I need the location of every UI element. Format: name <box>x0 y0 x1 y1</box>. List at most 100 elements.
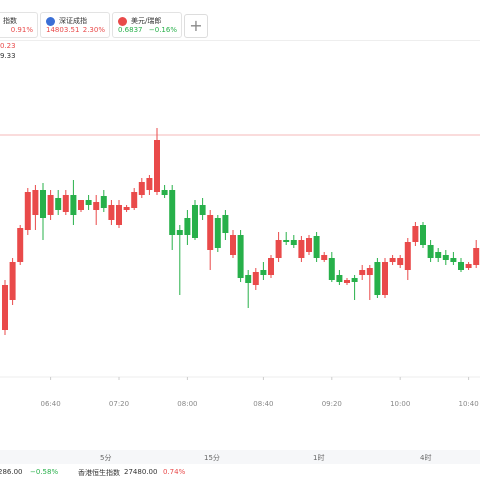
candle-body <box>214 218 221 248</box>
chart: 0.23 9.33 06:40 07:20 08:00 08:40 09:20 10:00… <box>0 42 480 408</box>
add-button[interactable]: + <box>184 14 208 38</box>
ticker-price: 286.00 <box>0 468 23 476</box>
period-bar: 5分 15分 1时 4时 <box>0 450 480 464</box>
period[interactable]: 4时 <box>420 454 432 462</box>
candle-body <box>336 275 343 282</box>
candle-body <box>93 202 100 210</box>
x-tick-label: 10:00 <box>390 400 410 408</box>
tab-name: 美元/瑞郎 <box>131 17 162 25</box>
tab-price: 14803.51 <box>46 26 80 34</box>
candle-body <box>275 240 282 258</box>
candle-body <box>382 262 388 295</box>
candle-body <box>260 270 267 275</box>
candle-body <box>199 205 206 215</box>
side-label: 0.23 <box>0 42 16 50</box>
candle-body <box>442 255 449 260</box>
candle-body <box>32 190 39 215</box>
candle-body <box>146 178 153 190</box>
candle-body <box>351 278 358 282</box>
side-label: 9.33 <box>0 52 16 60</box>
candle-body <box>313 236 320 258</box>
candle-body <box>435 252 442 258</box>
candle-body <box>176 230 183 235</box>
candle-body <box>427 245 434 258</box>
candle-body <box>252 272 259 285</box>
tab-change: 2.30% <box>82 26 105 34</box>
period[interactable]: 1时 <box>313 454 325 462</box>
tab-price: 0.6837 <box>118 26 143 34</box>
candle-body <box>473 248 480 265</box>
tab-icon <box>118 17 127 26</box>
candle-body <box>47 195 54 215</box>
candle-body <box>404 242 411 270</box>
candle-body <box>62 195 69 212</box>
ticker-change: −0.58% <box>30 468 59 476</box>
candle-body <box>123 207 130 210</box>
candle-body <box>268 258 274 275</box>
candle-body <box>237 235 244 278</box>
candle-body <box>458 262 464 270</box>
x-tick-label: 08:40 <box>253 400 273 408</box>
candle-body <box>374 262 381 295</box>
candle-body <box>116 205 122 225</box>
period[interactable]: 5分 <box>100 454 112 462</box>
tab-change: −0.16% <box>148 26 177 34</box>
candle-body <box>17 228 24 262</box>
candle-body <box>40 190 46 218</box>
candle-body <box>222 215 229 233</box>
ticker-price: 27480.00 <box>124 468 158 476</box>
candle-body <box>412 226 419 242</box>
bottom-bar: 5分 15分 1时 4时 286.00 −0.58% 香港恒生指数 27480.… <box>0 450 480 480</box>
candle-body <box>290 240 297 245</box>
candle-body <box>450 258 457 262</box>
candle-body <box>24 192 31 230</box>
candle-body <box>321 255 328 260</box>
candle-body <box>161 190 168 195</box>
x-tick-label: 06:40 <box>41 400 61 408</box>
candle-body <box>70 195 77 215</box>
tab-bar: 指数 0.91% 深证成指 14803.51 2.30% 美元/瑞郎 0.683… <box>0 0 480 41</box>
candle-body <box>230 235 236 255</box>
candle-body <box>366 268 373 275</box>
candle-body <box>138 182 145 195</box>
ticker: 286.00 −0.58% 香港恒生指数 27480.00 0.74% <box>0 466 480 480</box>
tab[interactable]: 指数 0.91% <box>0 12 38 38</box>
x-tick-label: 07:20 <box>109 400 129 408</box>
candle-body <box>397 258 404 265</box>
candle-body <box>184 218 191 235</box>
candle-body <box>154 140 160 192</box>
tab-name: 指数 <box>3 17 17 25</box>
candle-body <box>55 198 62 210</box>
tab-change: 0.91% <box>10 26 33 34</box>
candle-body <box>2 285 8 330</box>
candle-body <box>344 280 350 283</box>
period[interactable]: 15分 <box>204 454 220 462</box>
tab[interactable]: 美元/瑞郎 0.6837 −0.16% <box>112 12 182 38</box>
candle-body <box>78 200 84 210</box>
candle-body <box>245 275 252 283</box>
candle-body <box>283 240 290 242</box>
candle-body <box>207 215 214 250</box>
tab[interactable]: 深证成指 14803.51 2.30% <box>40 12 110 38</box>
tab-name: 深证成指 <box>59 17 87 25</box>
candle-body <box>169 190 176 235</box>
x-tick-label: 08:00 <box>177 400 197 408</box>
candle-body <box>328 258 335 280</box>
candle-body <box>192 205 198 238</box>
candle-body <box>100 196 107 208</box>
tab-icon <box>46 17 55 26</box>
candle-body <box>420 225 426 245</box>
candle-body <box>85 200 92 205</box>
ticker-change: 0.74% <box>163 468 186 476</box>
candle-body <box>389 258 396 262</box>
candle-body <box>131 192 138 208</box>
x-tick-label: 10:40 <box>459 400 479 408</box>
candle-body <box>359 270 366 275</box>
candle-body <box>9 262 16 300</box>
candle-body <box>306 238 312 252</box>
candle-body <box>465 264 472 268</box>
ticker-name: 香港恒生指数 <box>78 469 120 477</box>
x-tick-label: 09:20 <box>322 400 342 408</box>
candle-body <box>108 205 115 220</box>
